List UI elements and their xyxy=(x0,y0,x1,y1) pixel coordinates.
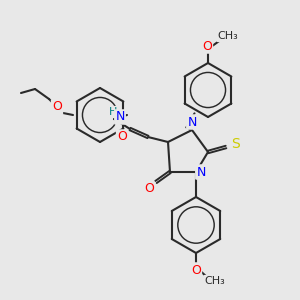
Text: O: O xyxy=(202,40,212,52)
Text: N: N xyxy=(187,116,197,128)
Text: O: O xyxy=(52,100,62,113)
Text: N: N xyxy=(196,166,206,178)
Text: N: N xyxy=(115,110,125,124)
Text: O: O xyxy=(144,182,154,196)
Text: O: O xyxy=(117,130,127,143)
Text: H: H xyxy=(109,107,117,117)
Text: O: O xyxy=(191,263,201,277)
Text: CH₃: CH₃ xyxy=(205,276,225,286)
Text: S: S xyxy=(232,137,240,151)
Text: CH₃: CH₃ xyxy=(218,31,239,41)
